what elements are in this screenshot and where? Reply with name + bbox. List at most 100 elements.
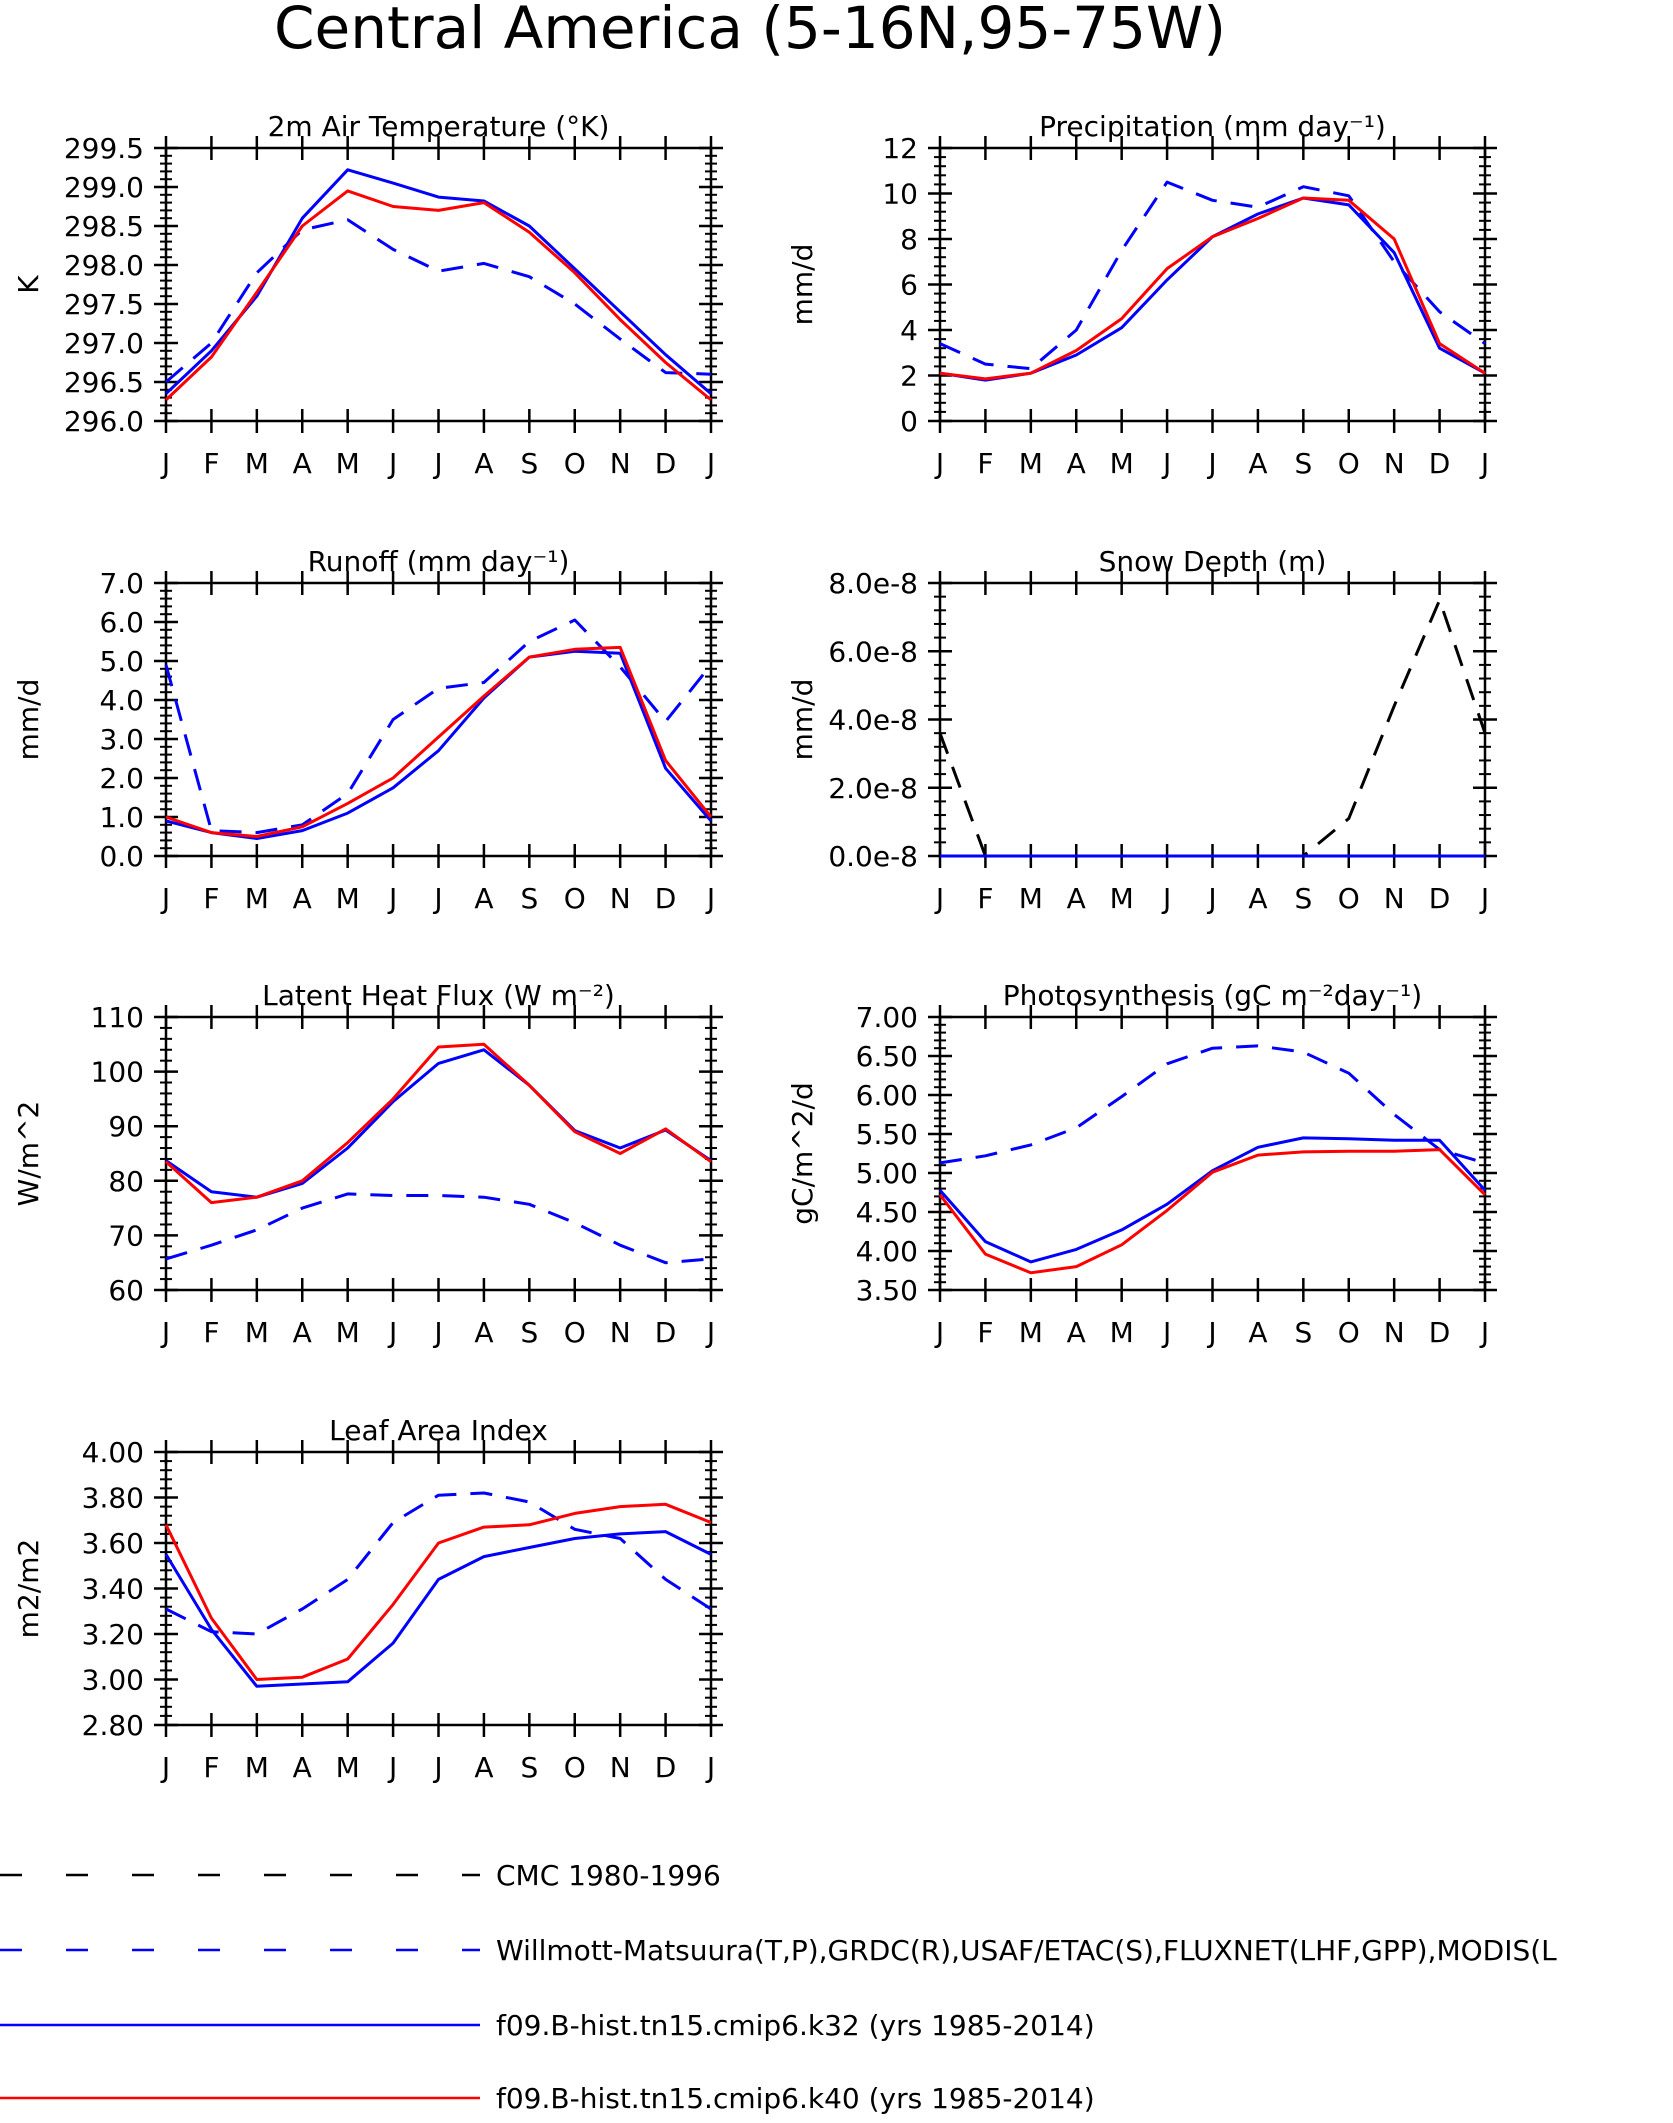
x-tick-label: F bbox=[203, 1316, 219, 1349]
series-line-obs bbox=[939, 180, 1486, 371]
y-axis-label: gC/m^2/d bbox=[786, 1082, 819, 1225]
x-tick-label: A bbox=[293, 447, 312, 480]
x-tick-label: N bbox=[610, 1316, 631, 1349]
x-tick-label: D bbox=[655, 1751, 677, 1784]
chart-panel-1: 2m Air Temperature (°K)K296.0296.5297.02… bbox=[12, 110, 723, 480]
x-tick-label: A bbox=[1067, 1316, 1086, 1349]
x-tick-label: M bbox=[1019, 1316, 1043, 1349]
x-tick-label: S bbox=[520, 882, 538, 915]
series-line-k40 bbox=[164, 1042, 712, 1205]
plot-frame bbox=[164, 1450, 713, 1727]
y-tick-label: 298.5 bbox=[64, 210, 144, 243]
y-tick-label: 4.00 bbox=[82, 1436, 144, 1469]
x-tick-label: J bbox=[1161, 447, 1171, 480]
y-axis-label: m2/m2 bbox=[12, 1539, 45, 1639]
x-tick-label: A bbox=[474, 447, 493, 480]
x-tick-label: J bbox=[705, 882, 715, 915]
y-tick-label: 3.50 bbox=[856, 1274, 918, 1307]
y-tick-label: 0 bbox=[900, 405, 918, 438]
y-tick-label: 299.0 bbox=[64, 171, 144, 204]
y-tick-label: 4.00 bbox=[856, 1235, 918, 1268]
series-line-obs bbox=[165, 1192, 712, 1265]
panels: 2m Air Temperature (°K)K296.0296.5297.02… bbox=[12, 110, 1497, 1784]
x-tick-label: J bbox=[1161, 1316, 1171, 1349]
y-tick-label: 80 bbox=[108, 1165, 144, 1198]
x-tick-label: A bbox=[474, 882, 493, 915]
x-tick-label: M bbox=[245, 1316, 269, 1349]
x-tick-label: D bbox=[1429, 1316, 1451, 1349]
y-tick-label: 0.0e-8 bbox=[828, 840, 918, 873]
y-tick-label: 297.5 bbox=[64, 288, 144, 321]
x-tick-label: M bbox=[336, 882, 360, 915]
y-tick-label: 299.5 bbox=[64, 132, 144, 165]
figure-title: Central America (5-16N,95-75W) bbox=[274, 0, 1226, 62]
y-tick-label: 3.00 bbox=[82, 1664, 144, 1697]
x-tick-label: F bbox=[203, 882, 219, 915]
x-tick-label: D bbox=[655, 447, 677, 480]
y-tick-label: 4 bbox=[900, 314, 918, 347]
x-tick-label: O bbox=[564, 447, 586, 480]
series-line-obs bbox=[939, 1044, 1486, 1165]
y-axis-label: mm/d bbox=[12, 679, 45, 761]
x-tick-label: O bbox=[564, 1316, 586, 1349]
x-tick-label: N bbox=[610, 882, 631, 915]
x-tick-label: M bbox=[245, 447, 269, 480]
y-tick-label: 60 bbox=[108, 1274, 144, 1307]
y-axis-label: K bbox=[12, 275, 45, 294]
y-tick-label: 2.0e-8 bbox=[828, 772, 918, 805]
x-tick-label: F bbox=[203, 447, 219, 480]
y-tick-label: 7.00 bbox=[856, 1001, 918, 1034]
series-line-k40 bbox=[165, 645, 713, 838]
y-tick-label: 110 bbox=[91, 1001, 144, 1034]
series-line-obs bbox=[164, 618, 713, 835]
x-tick-label: D bbox=[655, 1316, 677, 1349]
x-tick-label: A bbox=[1067, 447, 1086, 480]
x-tick-label: F bbox=[203, 1751, 219, 1784]
x-tick-label: O bbox=[1338, 882, 1360, 915]
y-tick-label: 8.0e-8 bbox=[828, 567, 918, 600]
legend-label-cmc: CMC 1980-1996 bbox=[496, 1859, 721, 1892]
x-tick-label: J bbox=[934, 1316, 944, 1349]
y-tick-label: 6.0e-8 bbox=[828, 635, 918, 668]
series-line-k32 bbox=[165, 1048, 712, 1199]
plot-frame bbox=[164, 581, 713, 858]
y-tick-label: 298.0 bbox=[64, 249, 144, 282]
x-tick-label: S bbox=[520, 1751, 538, 1784]
x-tick-label: J bbox=[160, 882, 170, 915]
x-tick-label: S bbox=[1294, 1316, 1312, 1349]
x-tick-label: M bbox=[1110, 1316, 1134, 1349]
y-tick-label: 0.0 bbox=[99, 840, 144, 873]
y-tick-label: 3.40 bbox=[82, 1573, 144, 1606]
x-tick-label: A bbox=[1248, 882, 1267, 915]
x-tick-label: A bbox=[1067, 882, 1086, 915]
x-tick-label: A bbox=[1248, 1316, 1267, 1349]
y-tick-label: 4.0e-8 bbox=[828, 704, 918, 737]
x-tick-label: A bbox=[293, 882, 312, 915]
series-line-obs bbox=[165, 218, 712, 384]
y-tick-label: 90 bbox=[108, 1110, 144, 1143]
x-tick-label: J bbox=[160, 1316, 170, 1349]
x-tick-label: A bbox=[474, 1751, 493, 1784]
x-tick-label: O bbox=[1338, 1316, 1360, 1349]
x-tick-label: M bbox=[1110, 447, 1134, 480]
x-tick-label: M bbox=[245, 882, 269, 915]
x-tick-label: J bbox=[934, 447, 944, 480]
x-tick-label: S bbox=[1294, 447, 1312, 480]
x-tick-label: M bbox=[245, 1751, 269, 1784]
y-tick-label: 3.20 bbox=[82, 1618, 144, 1651]
plot-frame bbox=[938, 1015, 1487, 1292]
y-tick-label: 10 bbox=[882, 178, 918, 211]
chart-panel-7: Leaf Area Indexm2/m22.803.003.203.403.60… bbox=[12, 1414, 723, 1784]
y-tick-label: 7.0 bbox=[99, 567, 144, 600]
x-tick-label: M bbox=[336, 447, 360, 480]
x-tick-label: J bbox=[1479, 1316, 1489, 1349]
series-line-k40 bbox=[938, 1148, 1487, 1275]
x-tick-label: D bbox=[655, 882, 677, 915]
plot-frame bbox=[938, 146, 1487, 423]
y-tick-label: 1.0 bbox=[99, 801, 144, 834]
x-tick-label: J bbox=[387, 882, 397, 915]
x-tick-label: J bbox=[387, 1751, 397, 1784]
x-tick-label: F bbox=[977, 447, 993, 480]
